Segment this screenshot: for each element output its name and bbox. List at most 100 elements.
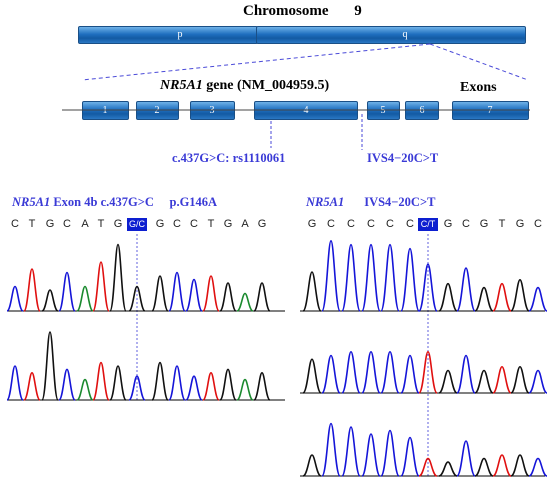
trace-peak [236, 378, 254, 401]
trace-peak [6, 365, 24, 401]
arm-q-label: q [402, 29, 408, 40]
trace-peak [6, 285, 24, 312]
trace-peak [23, 268, 41, 312]
trace-peak [528, 457, 548, 477]
trace-peak [341, 350, 361, 394]
trace-peak [253, 371, 271, 401]
right-gene-symbol: NR5A1 [306, 195, 345, 209]
left-base: C [11, 218, 19, 230]
trace-peak [528, 286, 548, 312]
trace-peak [302, 454, 322, 477]
left-base: G [45, 218, 55, 230]
trace-peak [236, 292, 254, 312]
trace-peak [321, 354, 341, 394]
trace-peak [92, 261, 110, 312]
left-base: G [155, 218, 165, 230]
trace-peak [474, 286, 494, 312]
left-gene-symbol: NR5A1 [12, 195, 51, 209]
zoom-line-right [429, 43, 529, 81]
mutation-label-exon4: c.437G>C: rs1110061 [172, 151, 286, 165]
right-base: G [515, 218, 525, 230]
trace-peak [418, 263, 438, 312]
right-base: G [443, 218, 453, 230]
left-sequence: C T G C A T G G/C G C C T G A G [0, 218, 280, 234]
trace-peak [302, 358, 322, 394]
trace-peak [361, 243, 381, 312]
trace-peak [438, 461, 458, 477]
trace-peak [341, 243, 361, 312]
trace-peak [58, 368, 76, 401]
chromosome-label: Chromosome [243, 3, 329, 19]
mutation-label-intron4: IVS4−20C>T [367, 151, 439, 165]
trace-peak [185, 278, 203, 312]
trace-peak [474, 457, 494, 477]
trace-peak [380, 243, 400, 312]
gene-title: NR5A1 gene (NM_004959.5) [160, 78, 329, 94]
trace-peak [361, 350, 381, 394]
left-base: T [207, 218, 215, 230]
trace-peak [418, 457, 438, 477]
trace-peak [109, 365, 127, 401]
right-base: C [386, 218, 394, 230]
trace-peak [492, 282, 512, 312]
chromosome-arm-q [256, 26, 526, 44]
trace-peak [168, 271, 186, 312]
right-base: G [479, 218, 489, 230]
zoom-line-left [81, 43, 431, 81]
left-base: T [28, 218, 36, 230]
trace-peak [400, 247, 420, 312]
left-base: G [223, 218, 233, 230]
gene-symbol: NR5A1 [160, 78, 203, 93]
trace-peak [438, 282, 458, 312]
trace-peak [219, 368, 237, 401]
chromosome-number: 9 [354, 3, 362, 19]
trace-peak [58, 271, 76, 312]
right-base: C [327, 218, 335, 230]
trace-peak [438, 369, 458, 394]
trace-peak [474, 369, 494, 394]
trace-peak [528, 369, 548, 394]
exons-label: Exons [460, 80, 497, 95]
trace-peak [456, 267, 476, 312]
trace-peak [128, 375, 146, 401]
trace-peak [418, 350, 438, 394]
right-base: T [498, 218, 506, 230]
trace-peak [253, 282, 271, 312]
trace-peak [456, 440, 476, 477]
trace-peak [341, 426, 361, 477]
trace-peak [456, 354, 476, 394]
trace-peak [41, 331, 59, 401]
right-sequence: G C C C C C C/T G C G T G C [0, 218, 550, 234]
left-base: T [97, 218, 105, 230]
right-base: C [462, 218, 470, 230]
trace-peak [109, 243, 127, 312]
trace-peak [380, 429, 400, 477]
trace-peak [492, 365, 512, 394]
trace-peak [219, 282, 237, 312]
trace-peak [151, 275, 169, 312]
right-base: C [347, 218, 355, 230]
right-base: G [307, 218, 317, 230]
trace-peak [400, 436, 420, 477]
right-title-text: IVS4−20C>T [364, 195, 436, 209]
trace-peak [380, 350, 400, 394]
trace-peak [400, 354, 420, 394]
trace-peak [202, 275, 220, 312]
trace-peak [92, 361, 110, 401]
trace-peak [151, 361, 169, 401]
trace-peak [302, 271, 322, 312]
left-panel-title: NR5A1 Exon 4b c.437G>C p.G146A [12, 195, 217, 210]
trace-peak [76, 285, 94, 312]
right-base: C [406, 218, 414, 230]
right-base: C [534, 218, 542, 230]
left-title-text: Exon 4b c.437G>C p.G146A [50, 195, 218, 209]
gene-text: gene (NM_004959.5) [202, 78, 330, 93]
left-base: C [173, 218, 181, 230]
arm-p-label: p [177, 29, 183, 40]
chromosome-title: Chromosome 9 [243, 3, 362, 20]
trace-peak [185, 375, 203, 401]
trace-peak [510, 365, 530, 394]
trace-peak [128, 285, 146, 312]
trace-peak [168, 365, 186, 401]
